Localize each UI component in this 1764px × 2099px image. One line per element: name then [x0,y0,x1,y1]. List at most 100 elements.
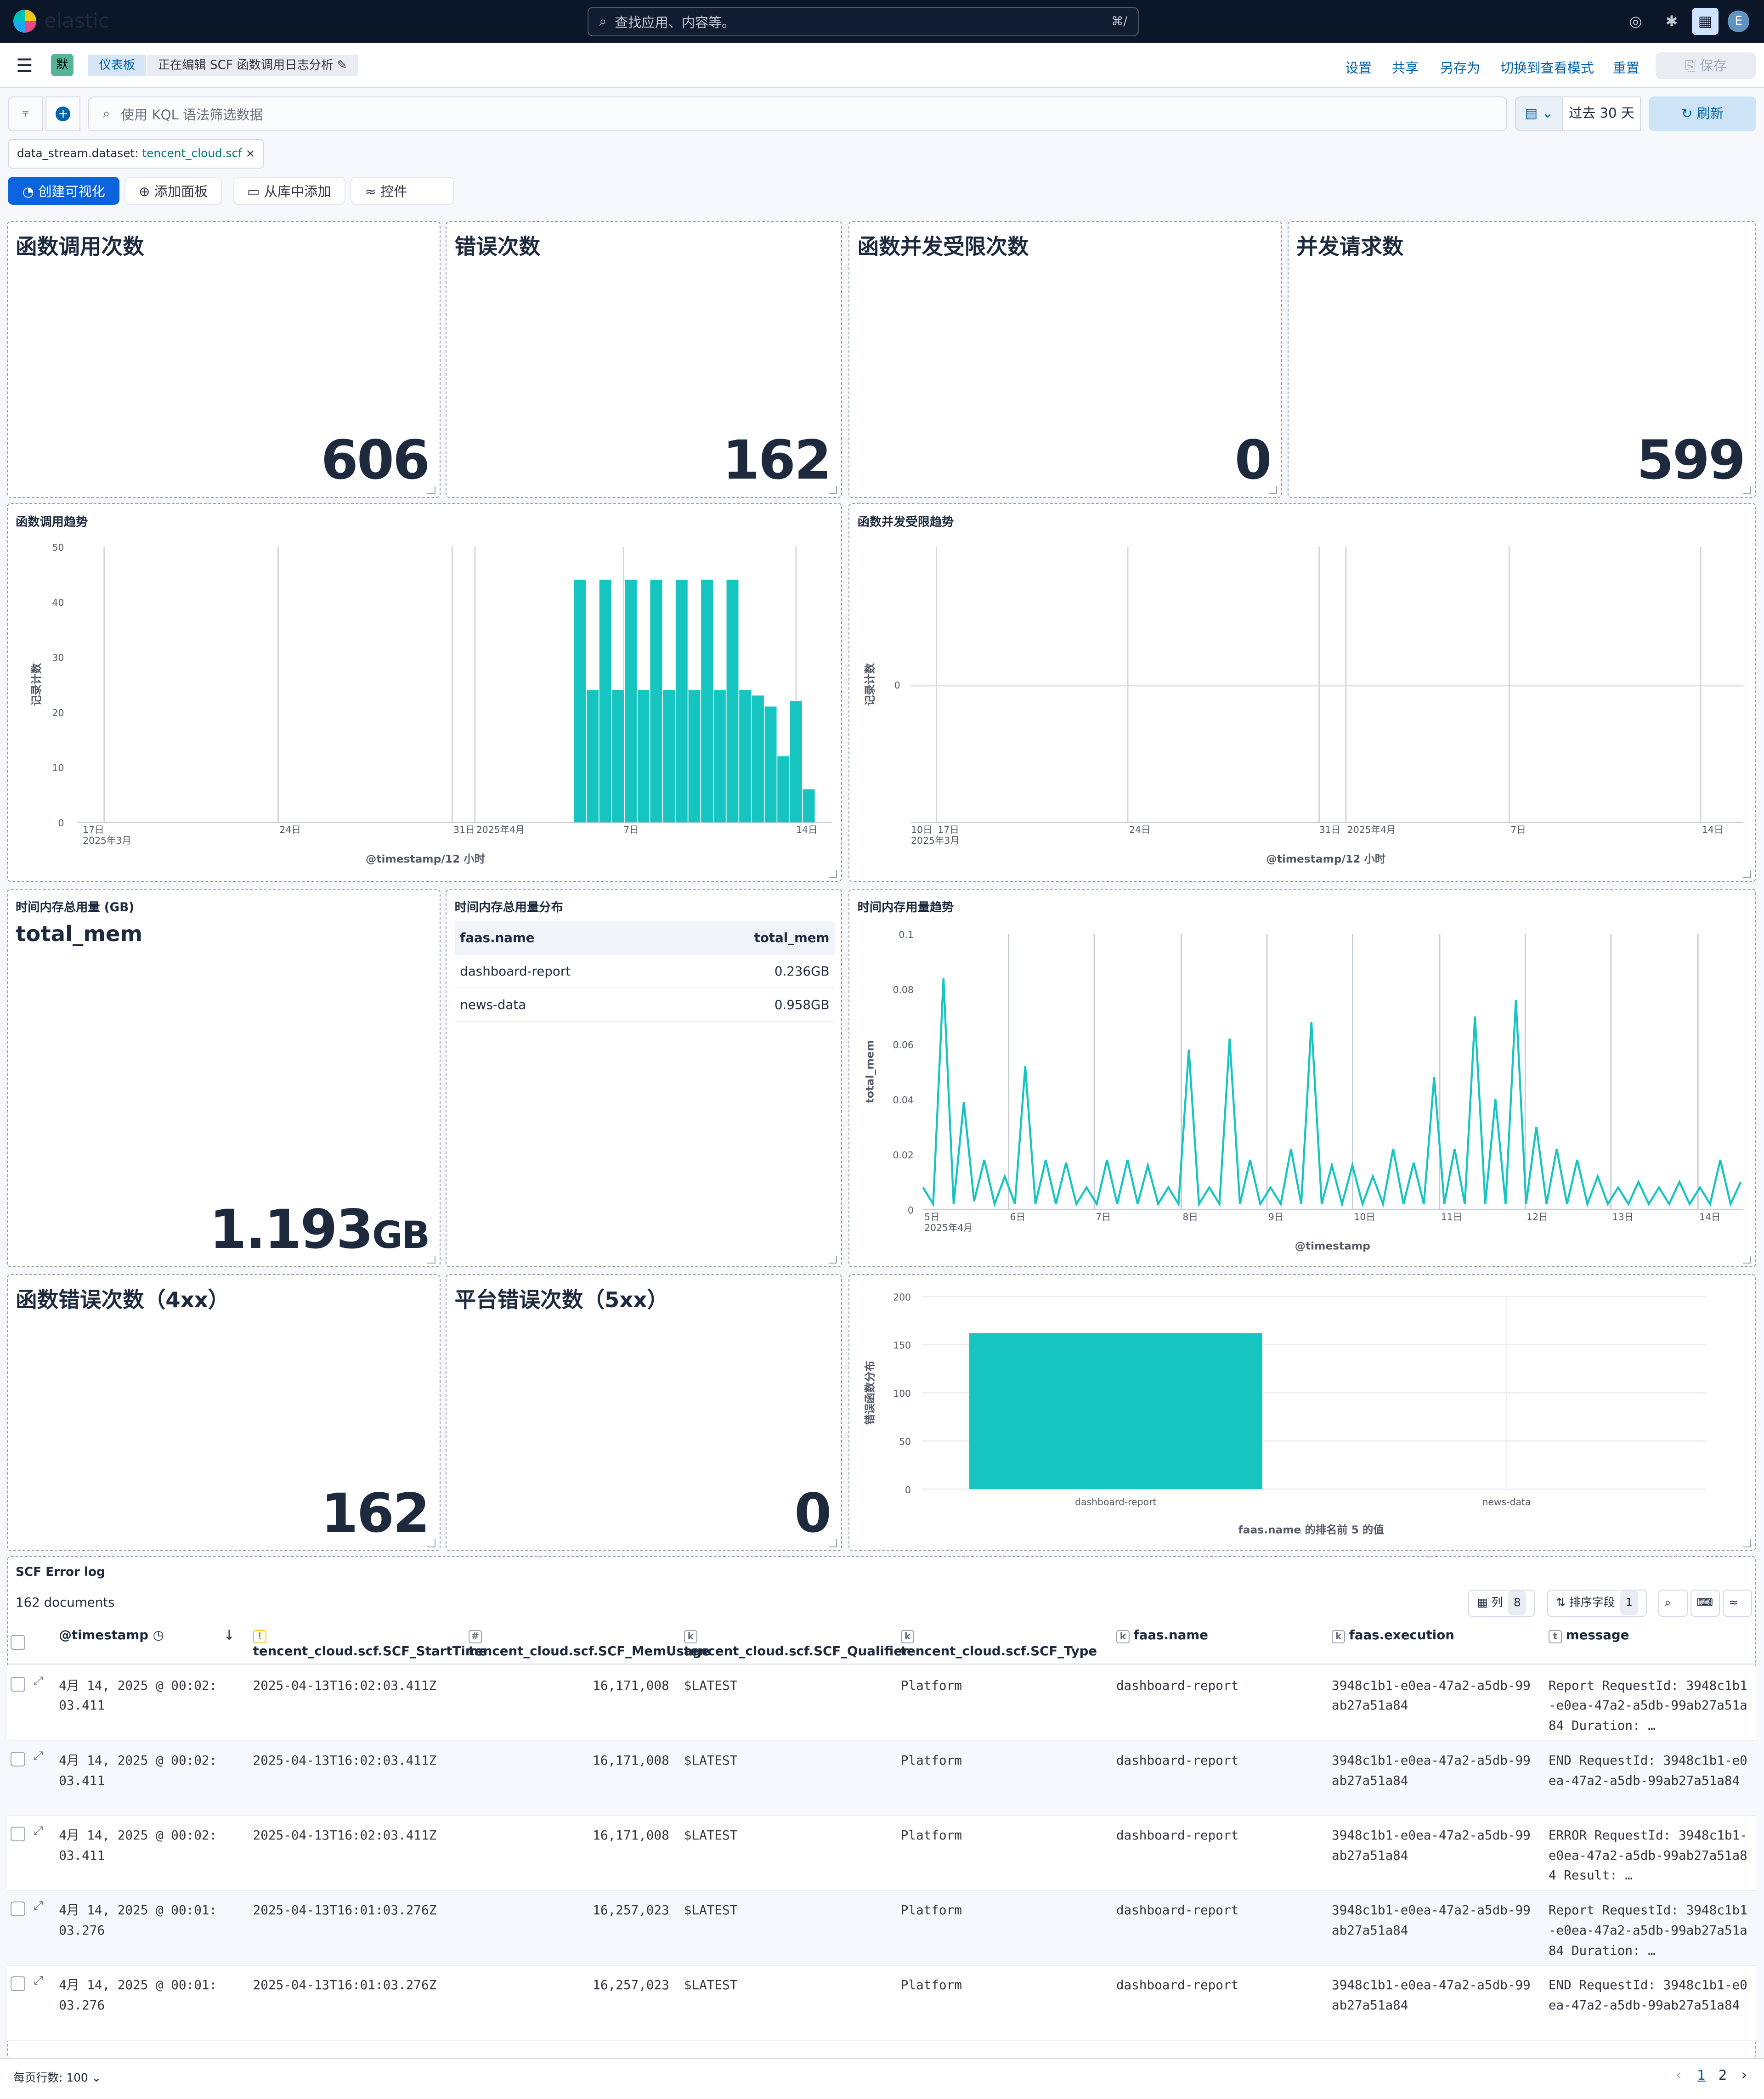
column-header-timestamp[interactable]: @timestamp ◷ [59,1627,164,1642]
row-checkbox[interactable] [11,1751,26,1766]
elastic-logo[interactable]: elastic [13,9,109,33]
keyboard-icon[interactable]: ⌨ [1690,1590,1720,1617]
add-panel-button[interactable]: ⊕ 添加面板 [124,176,222,205]
resize-handle[interactable] [829,486,837,494]
help-icon[interactable]: ◎ [1629,12,1642,30]
save-button[interactable]: ⎘ 保存 [1655,52,1756,79]
filter-menu-button[interactable]: ⫧ [8,96,43,131]
metric-panel-mem-total[interactable]: 时间内存总用量 (GB) total_mem 1.193GB [6,888,441,1268]
controls-button[interactable]: ≈ 控件 [351,176,454,205]
resize-handle[interactable] [1743,1539,1751,1547]
table-row[interactable] [6,1666,1756,1741]
bar-chart: 0 50 100 150 200 dashboard-report news-data faa… [864,1292,1706,1536]
date-range[interactable]: 过去 30 天 [1563,96,1641,131]
resize-handle[interactable] [427,1255,435,1264]
breadcrumb-dashboards[interactable]: 仪表板 [88,55,146,77]
column-header[interactable]: total_mem [754,930,830,946]
menu-icon[interactable]: ☰ [16,55,33,77]
global-search-input[interactable]: ⌕ 查找应用、内容等。 ⌘/ [588,6,1139,36]
column-header[interactable]: faas.name [460,930,535,946]
close-icon[interactable]: × [245,147,255,160]
table-panel-mem-distribution[interactable]: 时间内存总用量分布 faas.name total_mem dashboard-… [446,888,842,1268]
table-cell: Report RequestId: 3948c1b1-e0ea-47a2-a5d… [1548,1677,1747,1733]
add-from-library-button[interactable]: ▭ 从库中添加 [232,176,345,205]
share-link[interactable]: 共享 [1392,60,1419,76]
select-all-checkbox[interactable] [11,1635,26,1650]
metric-panel-errors[interactable]: 错误次数 162 [446,220,842,498]
save-as-link[interactable]: 另存为 [1440,60,1481,76]
display-settings-icon[interactable]: ≈ [1722,1590,1752,1617]
table-row[interactable] [6,1965,1756,2041]
table-cell: 16,171,008 [593,1828,669,1843]
expand-icon[interactable]: ⤢ [33,1974,43,1988]
column-header-qualifier[interactable]: ktencent_cloud.scf.SCF_Qualifier [684,1627,909,1659]
settings-link[interactable]: 设置 [1345,60,1372,76]
page-link-1[interactable]: 1 [1697,2067,1706,2083]
space-avatar[interactable]: 默 [51,53,74,77]
kql-query-input[interactable]: ⌕ 使用 KQL 语法筛选数据 [88,96,1507,131]
resize-handle[interactable] [427,1539,435,1547]
chart-panel-throttle-trend[interactable]: 函数并发受限趋势 0 10日 2025年3月 17日 24日 31日 2025年4月 7日 14… [848,503,1756,882]
expand-icon[interactable]: ⤢ [33,1899,43,1913]
chart-panel-invocation-trend[interactable]: 函数调用趋势 0 10 20 30 40 50 17日 2025年3月 24日 31日 2025年4… [6,503,842,882]
page-link-2[interactable]: 2 [1718,2067,1727,2083]
metric-panel-concurrent[interactable]: 并发请求数 599 [1287,220,1756,498]
row-checkbox[interactable] [11,1826,26,1841]
column-header-starttime[interactable]: !tencent_cloud.scf.SCF_StartTime [253,1627,487,1659]
metric-panel-throttled[interactable]: 函数并发受限次数 0 [848,220,1283,498]
filter-pill[interactable]: data_stream.dataset: tencent_cloud.scf × [8,139,264,169]
column-header-memusage[interactable]: #tencent_cloud.scf.SCF_MemUsage [468,1627,710,1659]
panel-title: 函数调用趋势 [16,515,88,529]
bar [650,580,662,823]
expand-icon[interactable]: ⤢ [33,1749,43,1763]
column-header-faas-name[interactable]: k faas.name [1116,1627,1208,1643]
table-cell: 2025-04-13T16:02:03.411Z [253,1828,437,1843]
resize-handle[interactable] [1743,1255,1751,1264]
column-header-type[interactable]: ktencent_cloud.scf.SCF_Type [900,1627,1110,1659]
resize-handle[interactable] [829,870,837,879]
sort-button[interactable]: ⇅ 排序字段 1 [1547,1590,1647,1617]
chart-panel-error-distribution[interactable]: 0 50 100 150 200 dashboard-report news-data faa… [848,1274,1756,1551]
table-row[interactable] [6,1890,1756,1966]
pencil-icon[interactable]: ✎ [337,58,347,73]
search-icon[interactable]: ⌕ [1658,1590,1688,1617]
resize-handle[interactable] [1743,486,1751,494]
column-header-message[interactable]: t message [1548,1627,1629,1643]
expand-icon[interactable]: ⤢ [33,1824,43,1838]
row-checkbox[interactable] [11,1902,26,1917]
create-visualization-button[interactable]: ◔ 创建可视化 [8,176,120,205]
user-avatar[interactable]: E [1728,11,1749,32]
prev-page-icon[interactable]: ‹ [1675,2066,1682,2084]
metric-panel-invocations[interactable]: 函数调用次数 606 [6,220,441,498]
chart-panel-mem-trend[interactable]: 时间内存用量趋势 0 0.02 0.04 0.06 0.08 0.1 5日 2025年4月 6日… [848,888,1756,1268]
resize-handle[interactable] [829,1539,837,1547]
x-tick-label: 13日 [1612,1211,1634,1222]
resize-handle[interactable] [829,1255,837,1264]
switch-view-mode-link[interactable]: 切换到查看模式 [1500,60,1594,76]
row-checkbox[interactable] [11,1976,26,1992]
sort-desc-icon[interactable]: ↓ [223,1627,235,1643]
table-row[interactable] [6,1741,1756,1816]
mem-value: 1.193 [209,1199,373,1261]
rows-per-page-select[interactable]: 每页行数: 100 ⌄ [13,2069,101,2085]
refresh-button[interactable]: ↻ 刷新 [1649,96,1756,131]
news-icon[interactable]: ✱ [1665,12,1678,30]
expand-icon[interactable]: ⤢ [33,1674,43,1688]
search-placeholder: 查找应用、内容等。 [615,14,735,30]
resize-handle[interactable] [427,486,435,494]
metric-panel-5xx[interactable]: 平台错误次数（5xx） 0 [446,1274,842,1551]
row-checkbox[interactable] [11,1676,26,1692]
resize-handle[interactable] [1743,870,1751,879]
metric-panel-4xx[interactable]: 函数错误次数（4xx） 162 [6,1274,441,1551]
add-filter-button[interactable]: + [45,96,80,131]
resize-handle[interactable] [1269,486,1278,494]
bar [573,580,586,823]
column-header-faas-execution[interactable]: k faas.execution [1331,1627,1454,1643]
reset-link[interactable]: 重置 [1612,60,1640,76]
date-picker-button[interactable]: ▤ ⌄ [1515,96,1563,131]
apps-icon[interactable]: ▦ [1691,8,1719,35]
next-page-icon[interactable]: › [1741,2066,1747,2084]
table-row[interactable] [6,1816,1756,1891]
x-tick-label: 9日 [1268,1211,1283,1222]
